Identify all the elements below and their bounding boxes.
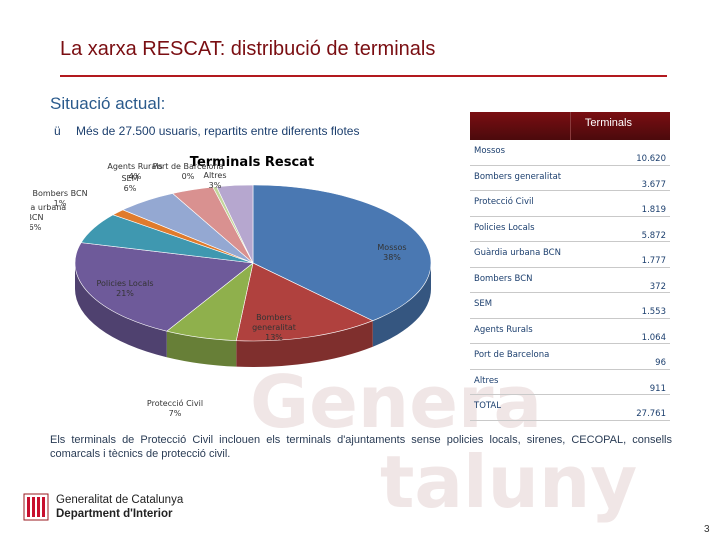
section-subtitle: Situació actual: xyxy=(50,94,166,113)
row-value: 27.761 xyxy=(636,409,666,419)
table-row: Mossos 10.620 xyxy=(470,140,670,166)
row-name: Policies Locals xyxy=(474,222,535,233)
pie-sides xyxy=(75,263,431,367)
table-row: Agents Rurals 1.064 xyxy=(470,319,670,344)
generalitat-logo-icon xyxy=(23,493,49,521)
pie-label: Agents Rurals 4% xyxy=(107,162,162,181)
pie-label: Protecció Civil 7% xyxy=(147,398,203,418)
table-row: Bombers generalitat 3.677 xyxy=(470,166,670,191)
title-divider xyxy=(60,75,667,77)
pie-side xyxy=(372,263,431,347)
row-value: 1.777 xyxy=(641,256,666,266)
row-value: 96 xyxy=(655,358,666,368)
table-row: Bombers BCN 372 xyxy=(470,268,670,293)
pie-label: Bombers BCN 1% xyxy=(32,189,87,208)
row-value: 1.819 xyxy=(641,205,666,215)
row-name: Bombers BCN xyxy=(474,273,533,284)
table-header: Terminals xyxy=(470,112,670,140)
pie-label: Bombers generalitat 13% xyxy=(252,313,296,342)
row-value: 10.620 xyxy=(636,154,666,164)
header-divider xyxy=(570,112,571,140)
org-name: Generalitat de Catalunya xyxy=(56,494,184,506)
table-row: Policies Locals 5.872 xyxy=(470,217,670,242)
row-name: Bombers generalitat xyxy=(474,171,562,182)
bullet-text: Més de 27.500 usuaris, repartits entre d… xyxy=(76,124,360,138)
pie-labels: Mossos 38% Bombers generalitat 13% Protecció … xyxy=(30,162,407,418)
pie-label: Guàrdia urbanaBCN6% xyxy=(30,203,66,232)
watermark-text-2: taluny xyxy=(380,440,638,524)
row-value: 911 xyxy=(649,383,666,394)
table-row: Protecció Civil 1.819 xyxy=(470,191,670,217)
row-name: Protecció Civil xyxy=(474,197,534,207)
row-name: Altres xyxy=(474,375,499,386)
department-name: Department d'Interior xyxy=(56,508,173,520)
page-title: La xarxa RESCAT: distribució de terminal… xyxy=(60,38,436,60)
row-value: 1.553 xyxy=(641,307,666,317)
pie-slices xyxy=(74,184,432,342)
row-value: 5.872 xyxy=(641,230,666,241)
pie-side xyxy=(75,263,167,358)
row-name: TOTAL xyxy=(474,401,501,411)
pie-label: SEM 6% xyxy=(121,174,138,193)
pie-label: Mossos 38% xyxy=(377,243,406,262)
pie-slice xyxy=(235,262,374,342)
table-body: Mossos 10.620 Bombers generalitat 3.677 Prot… xyxy=(470,140,670,421)
pie-slice xyxy=(252,184,432,322)
table-row: Altres 911 xyxy=(470,370,670,395)
pie-label: Port de Barcelona 0% xyxy=(153,162,224,181)
pie-slice xyxy=(74,242,254,332)
pie-side xyxy=(166,331,237,367)
footnote: Els terminals de Protecció Civil incloue… xyxy=(50,434,672,460)
pie-side xyxy=(236,320,373,367)
row-name: Agents Rurals xyxy=(474,324,533,335)
watermark-text-1: Genera xyxy=(250,360,543,444)
table-header-label: Terminals xyxy=(584,117,632,129)
pie-label: Altres 3% xyxy=(203,171,226,190)
chart-title: Terminals Rescat xyxy=(190,155,314,170)
table-row: TOTAL 27.761 xyxy=(470,395,670,421)
row-value: 372 xyxy=(649,281,666,292)
pie-label: Policies Locals 21% xyxy=(96,279,153,298)
pie-chart: Terminals Rescat Mossos 38% Bombers general… xyxy=(30,155,432,418)
page-number: 3 xyxy=(704,524,710,535)
checkmark-bullet-icon: ü xyxy=(54,124,61,138)
pie-slice xyxy=(216,184,254,264)
table-row: SEM 1.553 xyxy=(470,293,670,319)
row-name: SEM xyxy=(474,299,493,309)
terminals-table: Terminals Mossos 10.620 Bombers generalita… xyxy=(470,112,670,421)
table-row: Guàrdia urbana BCN 1.777 xyxy=(470,242,670,268)
table-row: Port de Barcelona 96 xyxy=(470,344,670,370)
row-name: Guàrdia urbana BCN xyxy=(474,248,561,258)
row-name: Mossos xyxy=(474,146,506,156)
row-value: 1.064 xyxy=(641,332,666,343)
row-name: Port de Barcelona xyxy=(474,350,550,360)
row-value: 3.677 xyxy=(641,179,666,190)
